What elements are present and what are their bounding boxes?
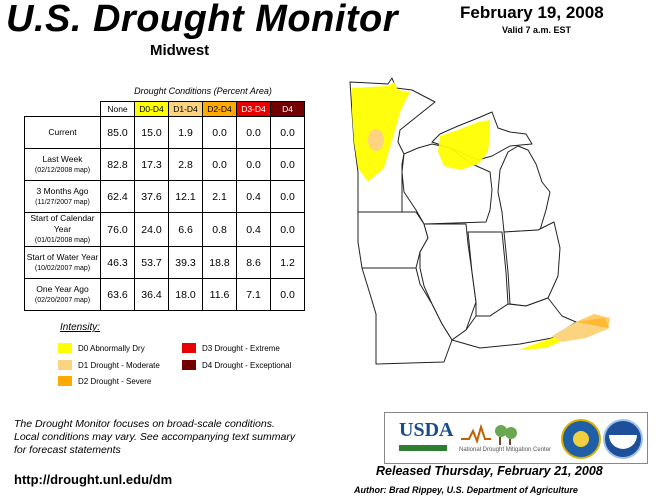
table-cell: 63.6 bbox=[100, 278, 135, 311]
table-cell: 0.0 bbox=[270, 116, 305, 149]
table-row: Start of Calendar Year (01/01/2008 map) 7… bbox=[24, 212, 305, 247]
table-cell: 62.4 bbox=[100, 180, 135, 213]
table-corner bbox=[25, 102, 101, 117]
row-label: 3 Months Ago (11/27/2007 map) bbox=[24, 180, 101, 213]
legend-swatch-d0 bbox=[58, 343, 72, 353]
region-label: Midwest bbox=[150, 42, 210, 59]
legend-swatch-d2 bbox=[58, 376, 72, 386]
col-d2-d4: D2-D4 bbox=[202, 101, 237, 117]
table-cell: 12.1 bbox=[168, 180, 203, 213]
legend-title: Intensity: bbox=[60, 322, 101, 333]
footer-note: The Drought Monitor focuses on broad-sca… bbox=[14, 418, 296, 456]
midwest-drought-map bbox=[349, 77, 610, 365]
table-cell: 2.8 bbox=[168, 148, 203, 181]
legend-swatch-d1 bbox=[58, 360, 72, 370]
table-cell: 15.0 bbox=[134, 116, 169, 149]
page-title: U.S. Drought Monitor bbox=[6, 0, 399, 40]
col-d1-d4: D1-D4 bbox=[168, 101, 203, 117]
col-d3-d4: D3-D4 bbox=[236, 101, 271, 117]
drought-monitor-link[interactable]: http://drought.unl.edu/dm bbox=[14, 472, 173, 487]
row-label: Current bbox=[24, 116, 101, 149]
table-cell: 85.0 bbox=[100, 116, 135, 149]
table-cell: 1.2 bbox=[270, 246, 305, 279]
table-cell: 18.0 bbox=[168, 278, 203, 311]
drought-d2-kentucky bbox=[576, 314, 610, 328]
table-cell: 39.3 bbox=[168, 246, 203, 279]
legend-label-d2: D2 Drought - Severe bbox=[78, 377, 152, 386]
legend-label-d3: D3 Drought - Extreme bbox=[202, 344, 280, 353]
partner-logos: USDA National Drought Mitigation Center bbox=[384, 412, 648, 464]
table-cell: 0.0 bbox=[270, 180, 305, 213]
table-cell: 0.0 bbox=[270, 212, 305, 247]
state-kentucky bbox=[451, 297, 577, 349]
table-cell: 46.3 bbox=[100, 246, 135, 279]
table-row: Start of Water Year (10/02/2007 map) 46.3… bbox=[24, 246, 305, 279]
table-cell: 0.0 bbox=[202, 116, 237, 149]
legend-label-d4: D4 Drought - Exceptional bbox=[202, 361, 292, 370]
table-row: 3 Months Ago (11/27/2007 map) 62.4 37.6 1… bbox=[24, 180, 305, 213]
table-cell: 0.0 bbox=[236, 116, 271, 149]
usda-logo-stripe bbox=[399, 445, 447, 451]
noaa-seal-icon bbox=[603, 419, 643, 459]
row-label: Last Week (02/12/2008 map) bbox=[24, 148, 101, 181]
row-label: Start of Water Year (10/02/2007 map) bbox=[24, 246, 101, 279]
legend-label-d1: D1 Drought - Moderate bbox=[78, 361, 160, 370]
table-cell: 11.6 bbox=[202, 278, 237, 311]
legend-swatch-d4 bbox=[182, 360, 196, 370]
ndmc-logo-icon bbox=[461, 421, 521, 445]
table-row: Last Week (02/12/2008 map) 82.8 17.3 2.8 … bbox=[24, 148, 305, 181]
table-cell: 24.0 bbox=[134, 212, 169, 247]
release-date: Released Thursday, February 21, 2008 bbox=[376, 464, 603, 478]
table-row: Current 85.0 15.0 1.9 0.0 0.0 0.0 bbox=[24, 116, 305, 149]
table-cell: 0.4 bbox=[236, 212, 271, 247]
drought-d1-minnesota bbox=[368, 129, 384, 151]
table-cell: 82.8 bbox=[100, 148, 135, 181]
table-cell: 0.0 bbox=[236, 148, 271, 181]
table-cell: 36.4 bbox=[134, 278, 169, 311]
table-cell: 0.4 bbox=[236, 180, 271, 213]
table-caption: Drought Conditions (Percent Area) bbox=[134, 86, 272, 96]
table-cell: 17.3 bbox=[134, 148, 169, 181]
col-none: None bbox=[100, 101, 135, 117]
table-cell: 8.6 bbox=[236, 246, 271, 279]
row-label: One Year Ago (02/20/2007 map) bbox=[24, 278, 101, 311]
table-cell: 0.0 bbox=[270, 148, 305, 181]
state-michigan-lower bbox=[497, 145, 551, 233]
ndmc-logo-text: National Drought Mitigation Center bbox=[459, 447, 552, 453]
table-cell: 18.8 bbox=[202, 246, 237, 279]
commerce-seal-icon bbox=[561, 419, 601, 459]
drought-d0-upper-michigan bbox=[438, 120, 490, 170]
table-cell: 1.9 bbox=[168, 116, 203, 149]
table-cell: 2.1 bbox=[202, 180, 237, 213]
legend-swatch-d3 bbox=[182, 343, 196, 353]
drought-conditions-table: None D0-D4 D1-D4 D2-D4 D3-D4 D4 Current … bbox=[24, 101, 305, 311]
col-d4: D4 bbox=[270, 101, 305, 117]
table-cell: 7.1 bbox=[236, 278, 271, 311]
valid-time: Valid 7 a.m. EST bbox=[502, 25, 572, 35]
table-row: One Year Ago (02/20/2007 map) 63.6 36.4 1… bbox=[24, 278, 305, 311]
table-cell: 0.8 bbox=[202, 212, 237, 247]
usda-logo: USDA bbox=[399, 419, 454, 441]
legend-label-d0: D0 Abnormally Dry bbox=[78, 344, 145, 353]
table-cell: 37.6 bbox=[134, 180, 169, 213]
table-cell: 0.0 bbox=[270, 278, 305, 311]
table-cell: 6.6 bbox=[168, 212, 203, 247]
map-date: February 19, 2008 bbox=[460, 3, 604, 22]
table-cell: 0.0 bbox=[202, 148, 237, 181]
author-line: Author: Brad Rippey, U.S. Department of … bbox=[354, 485, 578, 495]
row-label: Start of Calendar Year (01/01/2008 map) bbox=[24, 212, 101, 247]
col-d0-d4: D0-D4 bbox=[134, 101, 169, 117]
state-ohio bbox=[503, 221, 561, 307]
table-cell: 53.7 bbox=[134, 246, 169, 279]
state-iowa bbox=[357, 211, 429, 269]
table-header-row: None D0-D4 D1-D4 D2-D4 D3-D4 D4 bbox=[25, 101, 305, 117]
table-cell: 76.0 bbox=[100, 212, 135, 247]
